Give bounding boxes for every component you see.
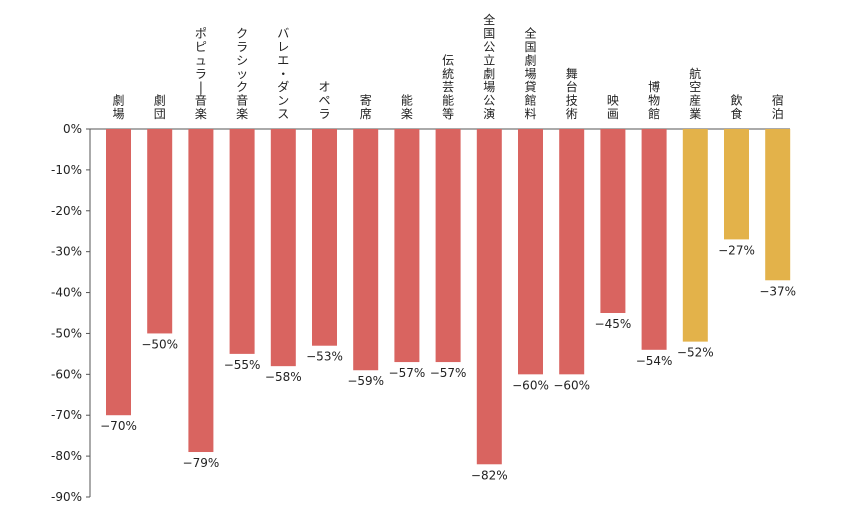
y-tick-label: -80% bbox=[51, 449, 82, 463]
y-tick-label: -70% bbox=[51, 408, 82, 422]
category-label: 能楽 bbox=[401, 94, 413, 121]
category-label: 伝統芸能等 bbox=[442, 53, 454, 121]
bar-1 bbox=[147, 129, 173, 334]
bar-value-label: −37% bbox=[759, 284, 796, 298]
category-label: オペラ bbox=[318, 80, 330, 121]
category-label: 全国劇場貸館料 bbox=[524, 26, 536, 121]
bar-value-label: −55% bbox=[224, 358, 261, 372]
y-tick-label: -50% bbox=[51, 326, 82, 340]
bars-group bbox=[106, 129, 791, 465]
bar-value-label: −57% bbox=[389, 366, 426, 380]
bar-value-label: −59% bbox=[347, 374, 384, 388]
bar-value-label: −54% bbox=[636, 354, 673, 368]
category-label: 映画 bbox=[607, 94, 619, 121]
bar-13 bbox=[641, 129, 667, 350]
bar-value-label: −27% bbox=[718, 243, 755, 257]
category-label: 博物館 bbox=[648, 79, 660, 121]
category-label: 宿泊 bbox=[772, 93, 784, 121]
category-label: クラシック音楽 bbox=[236, 27, 248, 121]
bar-2 bbox=[188, 129, 214, 453]
bar-0 bbox=[106, 129, 131, 416]
category-label: 航空産業 bbox=[689, 66, 701, 121]
bar-6 bbox=[353, 129, 379, 371]
y-tick-label: 0% bbox=[63, 122, 82, 136]
bar-value-label: −82% bbox=[471, 468, 508, 482]
bar-10 bbox=[518, 129, 543, 375]
category-label: バレエ・ダンス bbox=[277, 27, 289, 121]
bar-value-label: −45% bbox=[595, 317, 632, 331]
category-label: ポピュラ|音楽 bbox=[195, 27, 207, 121]
category-label: 全国公立劇場公演 bbox=[483, 12, 495, 121]
bar-value-label: −53% bbox=[306, 350, 343, 364]
y-tick-label: -20% bbox=[51, 204, 82, 218]
bar-9 bbox=[476, 129, 502, 465]
bar-3 bbox=[229, 129, 255, 354]
bar-15 bbox=[724, 129, 749, 240]
y-tick-label: -30% bbox=[51, 245, 82, 259]
y-tick-label: -90% bbox=[51, 490, 82, 504]
bar-5 bbox=[312, 129, 337, 346]
bar-value-label: −52% bbox=[677, 346, 714, 360]
y-tick-label: -40% bbox=[51, 286, 82, 300]
y-tick-label: -10% bbox=[51, 163, 82, 177]
bar-value-label: −58% bbox=[265, 370, 302, 384]
category-label: 飲食 bbox=[730, 93, 742, 121]
category-label: 寄席 bbox=[360, 93, 372, 121]
bar-14 bbox=[682, 129, 708, 342]
bar-value-label: −79% bbox=[183, 456, 220, 470]
bar-value-label: −60% bbox=[512, 378, 549, 392]
bar-12 bbox=[600, 129, 626, 313]
category-label: 劇場 bbox=[112, 94, 124, 121]
bar-4 bbox=[270, 129, 296, 367]
bar-value-label: −50% bbox=[141, 337, 178, 351]
category-label: 劇団 bbox=[154, 94, 166, 121]
bar-value-label: −60% bbox=[553, 378, 590, 392]
bar-11 bbox=[559, 129, 585, 375]
bar-7 bbox=[394, 129, 420, 363]
bar-value-label: −70% bbox=[100, 419, 137, 433]
category-label: 舞台技術 bbox=[566, 67, 578, 121]
bar-8 bbox=[435, 129, 461, 363]
value-labels: −70% −50% −79% −55% −58% −53% −59% −57% −57% −82%… bbox=[100, 243, 796, 482]
bar-value-label: −57% bbox=[430, 366, 467, 380]
y-tick-label: -60% bbox=[51, 367, 82, 381]
bar-16 bbox=[765, 129, 791, 281]
